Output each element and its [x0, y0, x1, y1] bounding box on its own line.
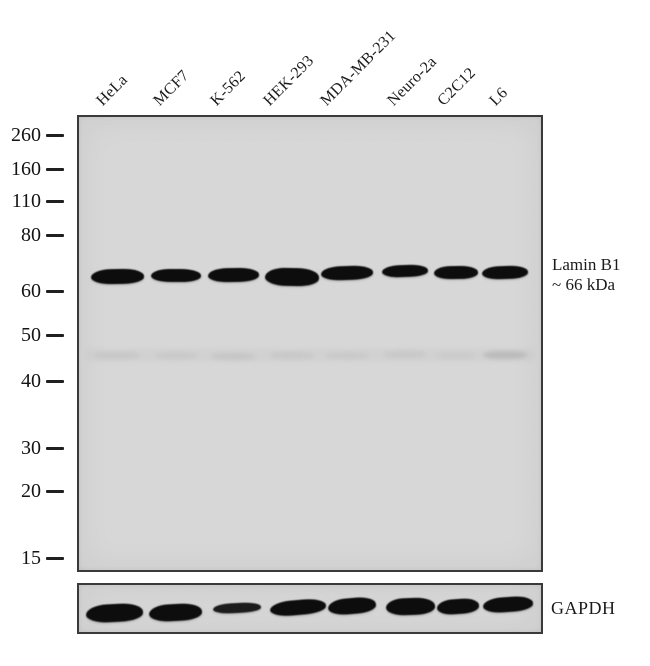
mw-marker-label: 80: [21, 224, 41, 246]
loading-control-band: [385, 596, 435, 616]
main-blot-panel: [77, 115, 543, 572]
mw-marker-tick: [46, 234, 64, 237]
loading-control-band: [212, 601, 262, 615]
protein-band: [151, 268, 201, 282]
mw-marker-tick: [46, 557, 64, 560]
membrane-texture: [79, 117, 541, 570]
mw-marker-label: 20: [21, 480, 41, 502]
target-molecular-weight: ~ 66 kDa: [552, 274, 616, 294]
mw-marker-tick: [46, 168, 64, 171]
protein-band: [320, 265, 374, 281]
faint-nonspecific-band: [94, 351, 140, 359]
lane-label: HEK-293: [260, 52, 318, 110]
loading-control-band: [482, 594, 534, 614]
loading-control-band: [436, 597, 480, 615]
lane-label: L6: [486, 84, 512, 110]
loading-control-band: [327, 595, 377, 617]
lane-label: C2C12: [434, 64, 480, 110]
loading-control-band: [148, 602, 202, 622]
protein-band: [90, 268, 144, 284]
lane-label: Neuro-2a: [384, 53, 441, 110]
faint-nonspecific-band: [210, 352, 256, 360]
faint-nonspecific-band: [383, 350, 427, 358]
protein-band: [207, 267, 259, 283]
target-protein-name: Lamin B1: [552, 255, 621, 274]
faint-nonspecific-band: [154, 351, 198, 359]
mw-marker-tick: [46, 334, 64, 337]
lane-label: K-562: [207, 67, 249, 110]
mw-marker-label: 260: [11, 124, 41, 146]
mw-marker-tick: [46, 134, 64, 137]
loading-control-band: [269, 597, 327, 617]
mw-marker-label: 50: [21, 324, 41, 346]
faint-nonspecific-band: [436, 351, 476, 359]
protein-band: [433, 265, 479, 279]
mw-marker-tick: [46, 447, 64, 450]
loading-control-panel: [77, 583, 543, 634]
mw-marker-tick: [46, 200, 64, 203]
mw-marker-tick: [46, 380, 64, 383]
faint-nonspecific-band: [483, 351, 527, 359]
mw-marker-label: 110: [11, 190, 41, 212]
protein-band: [481, 264, 529, 280]
mw-marker-label: 160: [11, 158, 41, 180]
mw-marker-label: 60: [21, 280, 41, 302]
lane-label: HeLa: [93, 71, 131, 110]
loading-control-band: [85, 602, 143, 624]
mw-marker-tick: [46, 290, 64, 293]
target-annotation: Lamin B1 ~ 66 kDa: [552, 255, 620, 294]
lane-label: MCF7: [150, 67, 193, 110]
faint-nonspecific-band: [269, 351, 315, 359]
protein-band: [381, 264, 429, 278]
protein-band: [264, 267, 320, 287]
mw-marker-tick: [46, 490, 64, 493]
mw-marker-label: 40: [21, 370, 41, 392]
mw-marker-label: 30: [21, 437, 41, 459]
loading-control-label: GAPDH: [551, 598, 616, 618]
mw-marker-label: 15: [21, 547, 41, 569]
faint-nonspecific-band: [325, 351, 369, 359]
